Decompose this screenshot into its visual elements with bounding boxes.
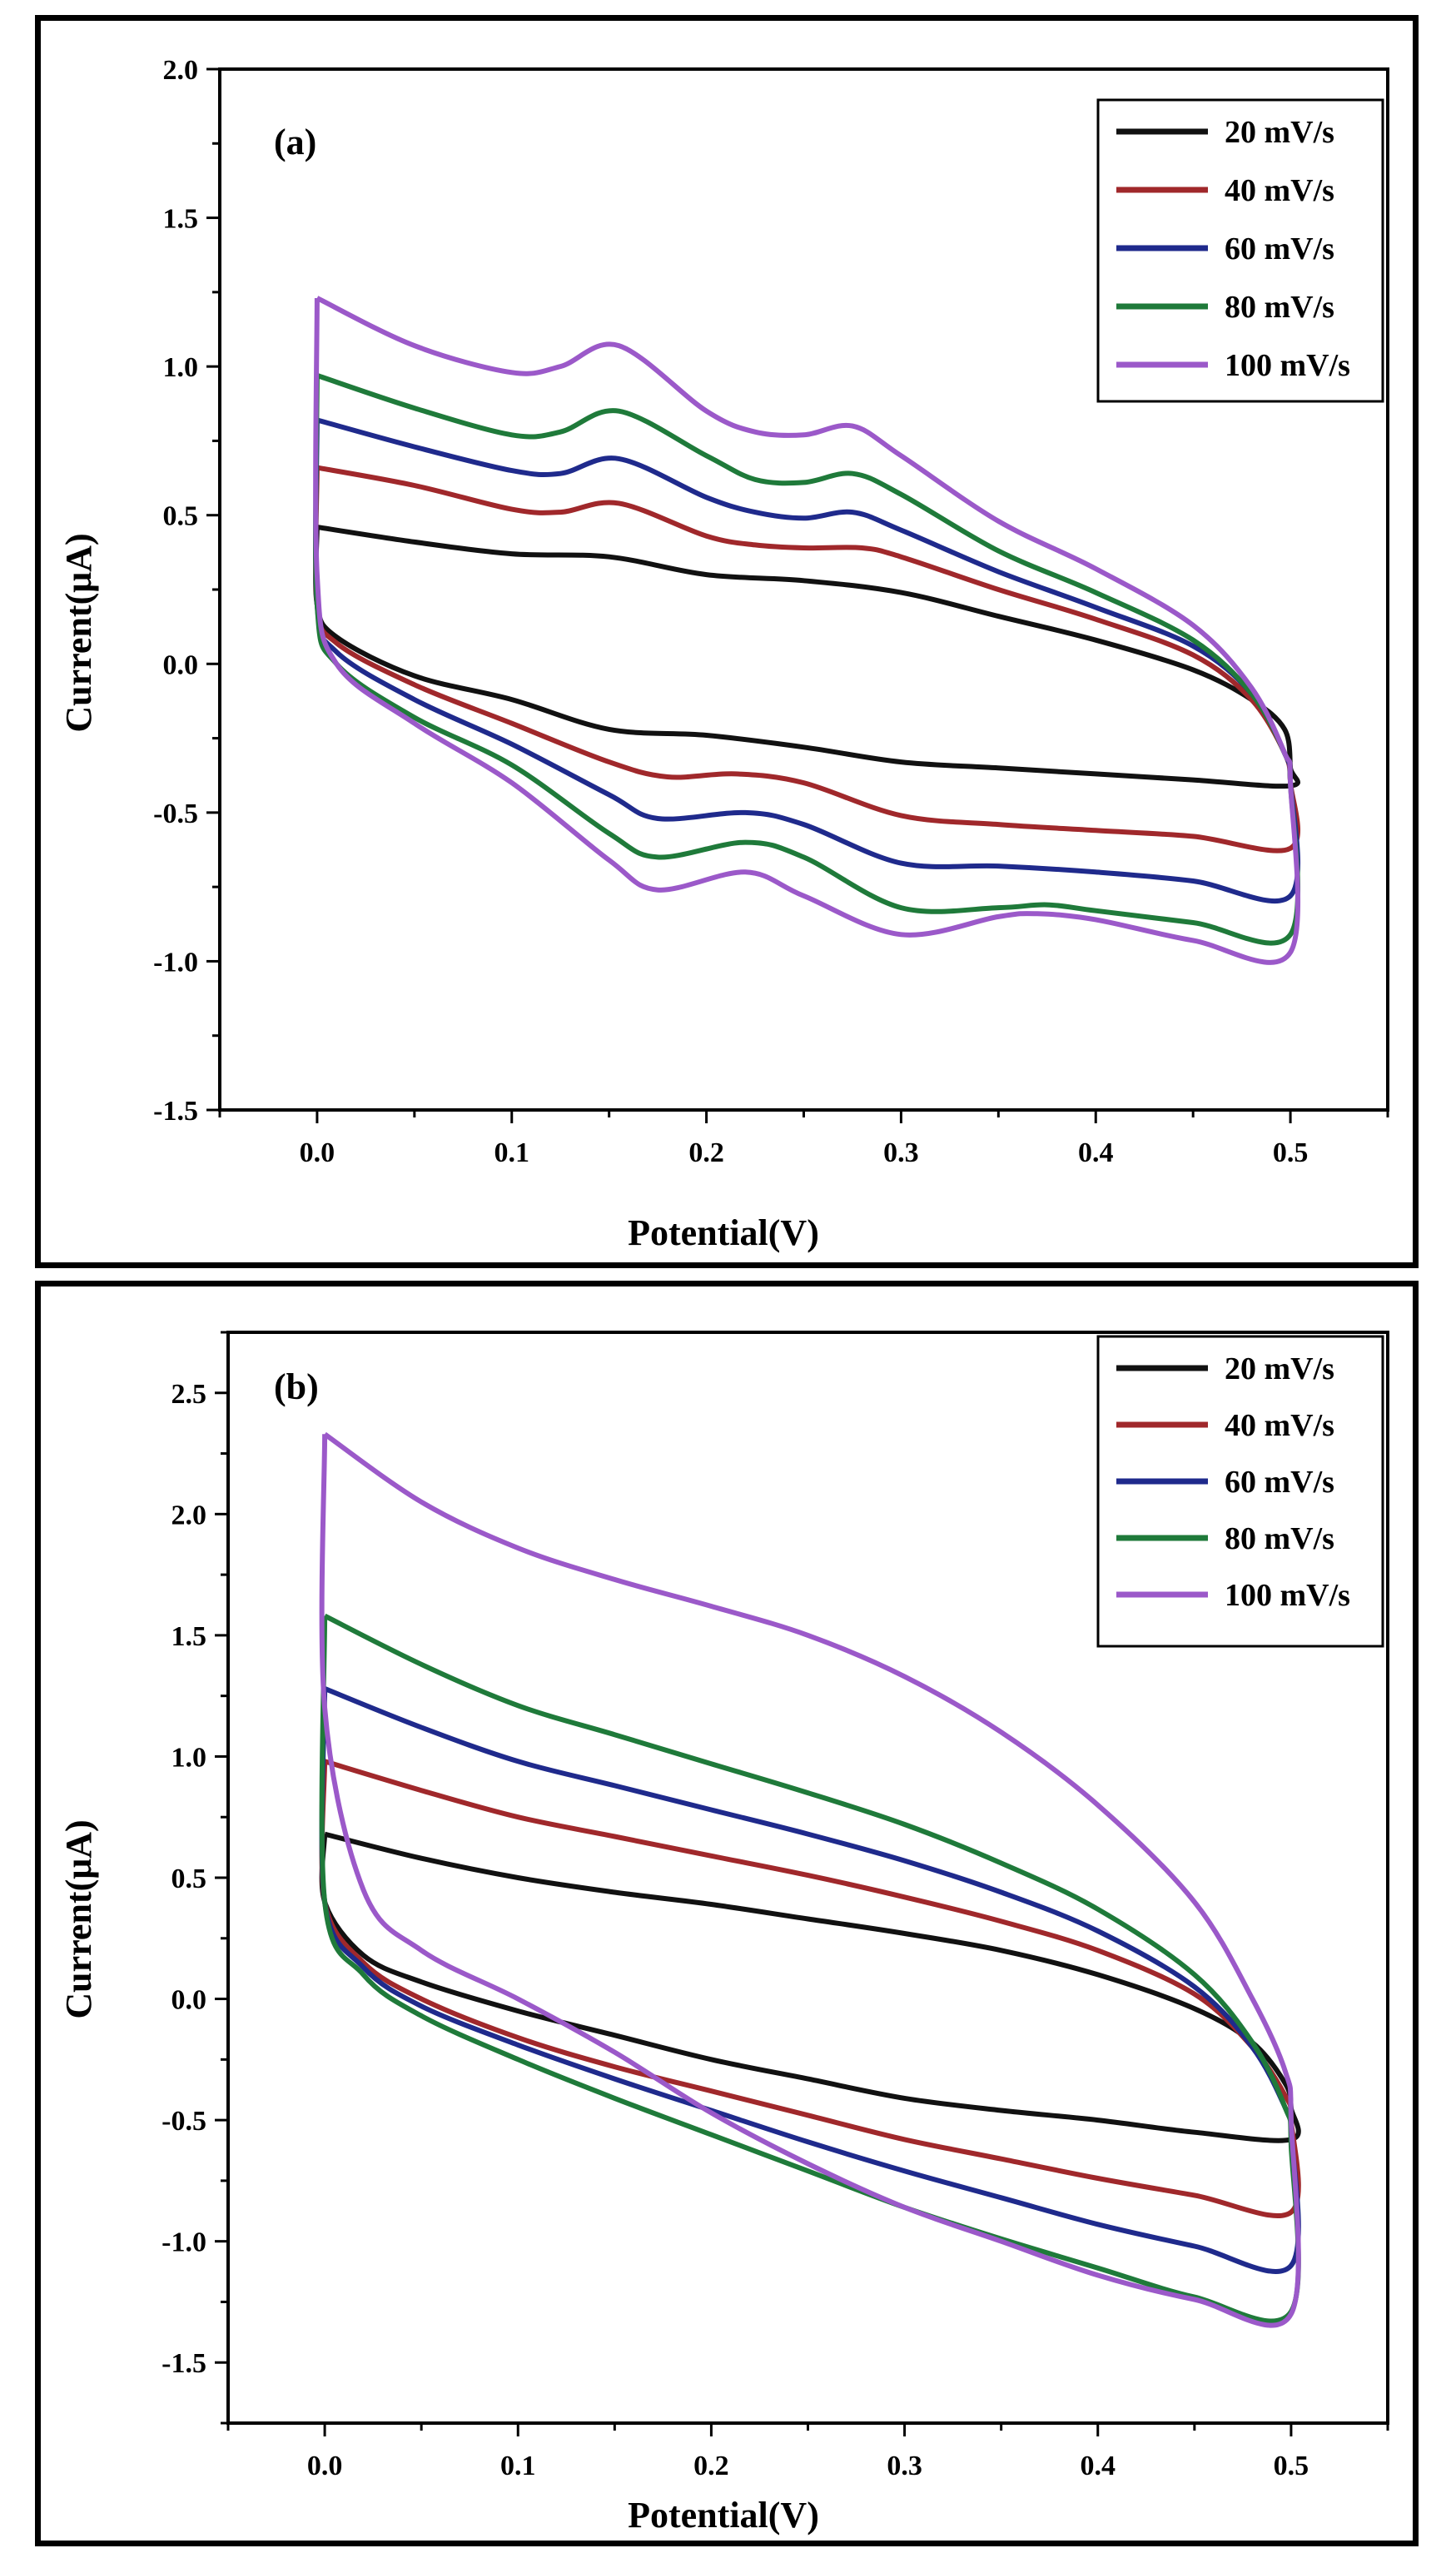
- y-tick-label: 0.0: [163, 649, 199, 680]
- chart-b: (b) Potential(V) Current(μA) 0.0 0.1 0.2 0.…: [58, 1331, 1389, 2536]
- legend-label-80-mv-s: 80 mV/s: [1225, 1521, 1334, 1556]
- x-tick-label: 0.0: [300, 1137, 335, 1168]
- y-tick-label: 0.0: [171, 1985, 207, 2016]
- panel-label: (b): [274, 1366, 319, 1407]
- y-tick-label: -0.5: [153, 799, 198, 829]
- y-tick-label: 1.5: [171, 1621, 207, 1652]
- y-tick-label: 1.0: [163, 352, 199, 383]
- series-line-60-mv-s: [313, 417, 1300, 904]
- x-axis-label: Potential(V): [628, 1212, 819, 1253]
- y-tick-label: 0.5: [163, 501, 199, 532]
- x-tick-label: 0.2: [693, 2451, 729, 2481]
- legend-label-100-mv-s: 100 mV/s: [1225, 1578, 1350, 1613]
- y-tick-label: -1.5: [153, 1096, 198, 1127]
- legend-label-20-mv-s: 20 mV/s: [1225, 115, 1334, 150]
- series-line-40-mv-s: [313, 465, 1300, 854]
- x-tick-label: 0.4: [1081, 2451, 1116, 2481]
- chart-a: (a) Potential(V) Current(μA) 0.0 0.1 0.2 0.…: [58, 55, 1389, 1253]
- y-tick-label: 2.5: [171, 1379, 207, 1410]
- y-axis-label: Current(μA): [58, 1819, 99, 2018]
- x-tick-label: 0.0: [307, 2451, 343, 2481]
- y-tick-label: -1.0: [162, 2227, 206, 2258]
- y-tick-label: 2.0: [163, 55, 199, 86]
- panel-a: (a) Potential(V) Current(μA) 0.0 0.1 0.2 0.…: [35, 15, 1419, 1268]
- y-tick-label: -1.5: [162, 2348, 206, 2379]
- x-tick-label: 0.5: [1274, 2451, 1309, 2481]
- x-tick-label: 0.3: [887, 2451, 922, 2481]
- x-axis-label: Potential(V): [628, 2495, 819, 2536]
- y-tick-label: 2.0: [171, 1500, 207, 1530]
- series-line-80-mv-s: [319, 1613, 1301, 2324]
- legend-label-60-mv-s: 60 mV/s: [1225, 1465, 1334, 1500]
- y-tick-label: 1.5: [163, 204, 199, 235]
- x-tick-label: 0.4: [1078, 1137, 1114, 1168]
- legend-label-20-mv-s: 20 mV/s: [1225, 1351, 1334, 1386]
- legend-label-40-mv-s: 40 mV/s: [1225, 173, 1334, 208]
- y-tick-label: -0.5: [162, 2106, 206, 2137]
- y-tick-label: -1.0: [153, 947, 198, 978]
- series-line-100-mv-s: [319, 1431, 1301, 2328]
- y-tick-label: 1.0: [171, 1742, 207, 1773]
- y-tick-label: 0.5: [171, 1864, 207, 1894]
- y-axis-label: Current(μA): [58, 533, 99, 732]
- legend: 20 mV/s 40 mV/s 60 mV/s 80 mV/s 100 mV/s: [1096, 98, 1384, 403]
- x-tick-label: 0.2: [688, 1137, 724, 1168]
- panel-b: (b) Potential(V) Current(μA) 0.0 0.1 0.2 0.…: [35, 1281, 1419, 2546]
- panel-label: (a): [274, 122, 316, 162]
- legend-label-80-mv-s: 80 mV/s: [1225, 290, 1334, 325]
- x-tick-label: 0.3: [883, 1137, 919, 1168]
- legend: 20 mV/s 40 mV/s 60 mV/s 80 mV/s 100 mV/s: [1096, 1335, 1384, 1648]
- legend-label-40-mv-s: 40 mV/s: [1225, 1408, 1334, 1443]
- x-tick-label: 0.1: [494, 1137, 530, 1168]
- x-tick-label: 0.5: [1273, 1137, 1309, 1168]
- series-line-60-mv-s: [319, 1686, 1301, 2274]
- legend-label-60-mv-s: 60 mV/s: [1225, 231, 1334, 266]
- series-line-40-mv-s: [319, 1759, 1301, 2218]
- x-tick-label: 0.1: [500, 2451, 536, 2481]
- series-line-20-mv-s: [313, 525, 1300, 789]
- legend-label-100-mv-s: 100 mV/s: [1225, 348, 1350, 383]
- series-line-100-mv-s: [313, 296, 1301, 965]
- series-line-20-mv-s: [319, 1831, 1301, 2143]
